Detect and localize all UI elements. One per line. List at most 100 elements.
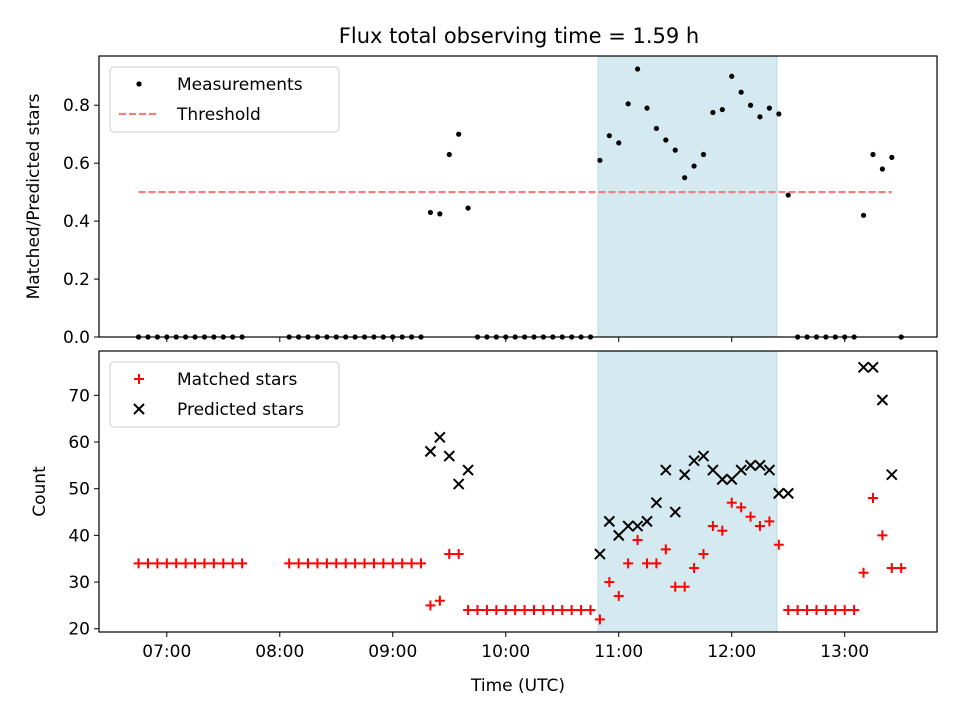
matched-stars-point: [698, 549, 709, 560]
matched-stars-point: [416, 558, 427, 569]
matched-stars-point: [368, 558, 379, 569]
matched-stars-point: [707, 521, 718, 532]
legend-box: [109, 361, 340, 428]
matched-stars-point: [792, 605, 803, 616]
measurement-point: [437, 211, 443, 217]
measurement-point: [710, 109, 716, 116]
predicted-stars-point: [452, 478, 465, 490]
predicted-stars-point: [622, 520, 634, 532]
matched-stars-point: [208, 558, 219, 569]
predicted-stars-point: [773, 487, 785, 500]
y-tick-label: 50: [68, 480, 90, 500]
matched-stars-point: [754, 521, 765, 532]
predicted-stars-point: [744, 459, 757, 472]
measurement-point: [870, 151, 876, 158]
measurement-point: [719, 106, 725, 113]
predicted-stars-point: [641, 515, 653, 528]
measurement-point: [625, 101, 631, 107]
matched-stars-point: [359, 558, 370, 569]
measurement-point: [597, 157, 603, 163]
matched-stars-point: [867, 493, 878, 504]
matched-stars-point: [660, 544, 671, 555]
matched-stars-point: [425, 600, 436, 611]
x-tick-label: 11:00: [594, 642, 643, 662]
x-tick-label: 13:00: [820, 642, 869, 662]
matched-stars-point: [745, 511, 756, 522]
matched-stars-point: [133, 558, 144, 569]
measurement-point: [644, 105, 650, 111]
matched-stars-point: [293, 558, 304, 569]
predicted-stars-point: [782, 487, 794, 500]
predicted-stars-point: [707, 464, 719, 476]
matched-stars-point: [623, 558, 634, 569]
measurement-point: [776, 111, 782, 117]
y-tick-label: 0.8: [63, 96, 90, 116]
matched-stars-point: [576, 605, 587, 616]
predicted-stars-point: [754, 459, 766, 472]
matched-stars-point: [397, 558, 408, 569]
predicted-stars-point: [424, 445, 437, 458]
matched-stars-point: [877, 530, 888, 541]
legend-threshold-label: Threshold: [176, 105, 261, 125]
matched-stars-point: [547, 605, 558, 616]
y-tick-label: 0.4: [63, 212, 90, 232]
matched-stars-point: [218, 558, 229, 569]
matched-stars-point: [830, 605, 841, 616]
measurement-point: [663, 137, 669, 143]
measurement-point: [860, 212, 867, 218]
predicted-stars-point: [631, 520, 644, 532]
predicted-stars-point: [660, 464, 672, 476]
matched-stars-point: [679, 581, 690, 592]
measurement-point: [606, 133, 612, 139]
measurement-point: [634, 66, 641, 72]
matched-stars-point: [350, 558, 361, 569]
matched-stars-point: [886, 563, 897, 574]
matched-stars-point: [331, 558, 342, 569]
y-tick-label: 30: [68, 573, 90, 593]
legend-matched-label: Matched stars: [177, 370, 297, 390]
bottom-panel-y-axis-label: Count: [30, 466, 50, 517]
y-tick-label: 0.2: [63, 270, 90, 290]
matched-stars-point: [670, 581, 681, 592]
y-tick-label: 70: [68, 386, 90, 406]
matched-stars-point: [736, 502, 747, 513]
predicted-stars-point: [443, 450, 455, 462]
predicted-stars-point: [867, 361, 879, 374]
legend-predicted-marker: [133, 403, 145, 415]
predicted-stars-point: [857, 361, 870, 374]
x-tick-label: 09:00: [368, 642, 417, 662]
top-panel: 0.00.20.40.60.8 Matched/Predicted stars …: [24, 55, 938, 348]
x-tick-label: 07:00: [142, 642, 191, 662]
matched-stars-point: [284, 558, 295, 569]
x-tick-label: 10:00: [481, 642, 530, 662]
matched-stars-point: [152, 558, 163, 569]
matched-stars-point: [180, 558, 191, 569]
y-tick-label: 60: [68, 433, 90, 453]
matched-stars-point: [858, 567, 869, 578]
legend-matched-marker: [134, 374, 144, 384]
top-panel-legend: Measurements Threshold: [109, 66, 340, 133]
predicted-stars-point: [462, 464, 474, 476]
measurement-point: [757, 114, 763, 120]
measurement-point: [456, 131, 462, 137]
predicted-stars-point: [876, 394, 889, 406]
matched-stars-point: [839, 605, 850, 616]
predicted-stars-point: [688, 454, 700, 467]
top-panel-highlight-span: [597, 55, 778, 338]
measurement-point: [889, 154, 895, 160]
matched-stars-point: [604, 577, 615, 588]
predicted-stars-point: [726, 473, 738, 486]
matched-stars-point: [896, 563, 907, 574]
x-axis-label: Time (UTC): [470, 676, 565, 696]
matched-stars-point: [237, 558, 248, 569]
measurement-point: [700, 151, 707, 158]
predicted-stars-point: [613, 529, 625, 542]
x-tick-label: 12:00: [707, 642, 756, 662]
matched-stars-point: [199, 558, 210, 569]
matched-stars-point: [463, 605, 474, 616]
measurement-point: [465, 205, 471, 211]
matched-stars-point: [632, 535, 643, 546]
bottom-panel-y-ticks: 20 30 40 50 60 70: [68, 386, 99, 640]
matched-stars-point: [689, 563, 700, 574]
